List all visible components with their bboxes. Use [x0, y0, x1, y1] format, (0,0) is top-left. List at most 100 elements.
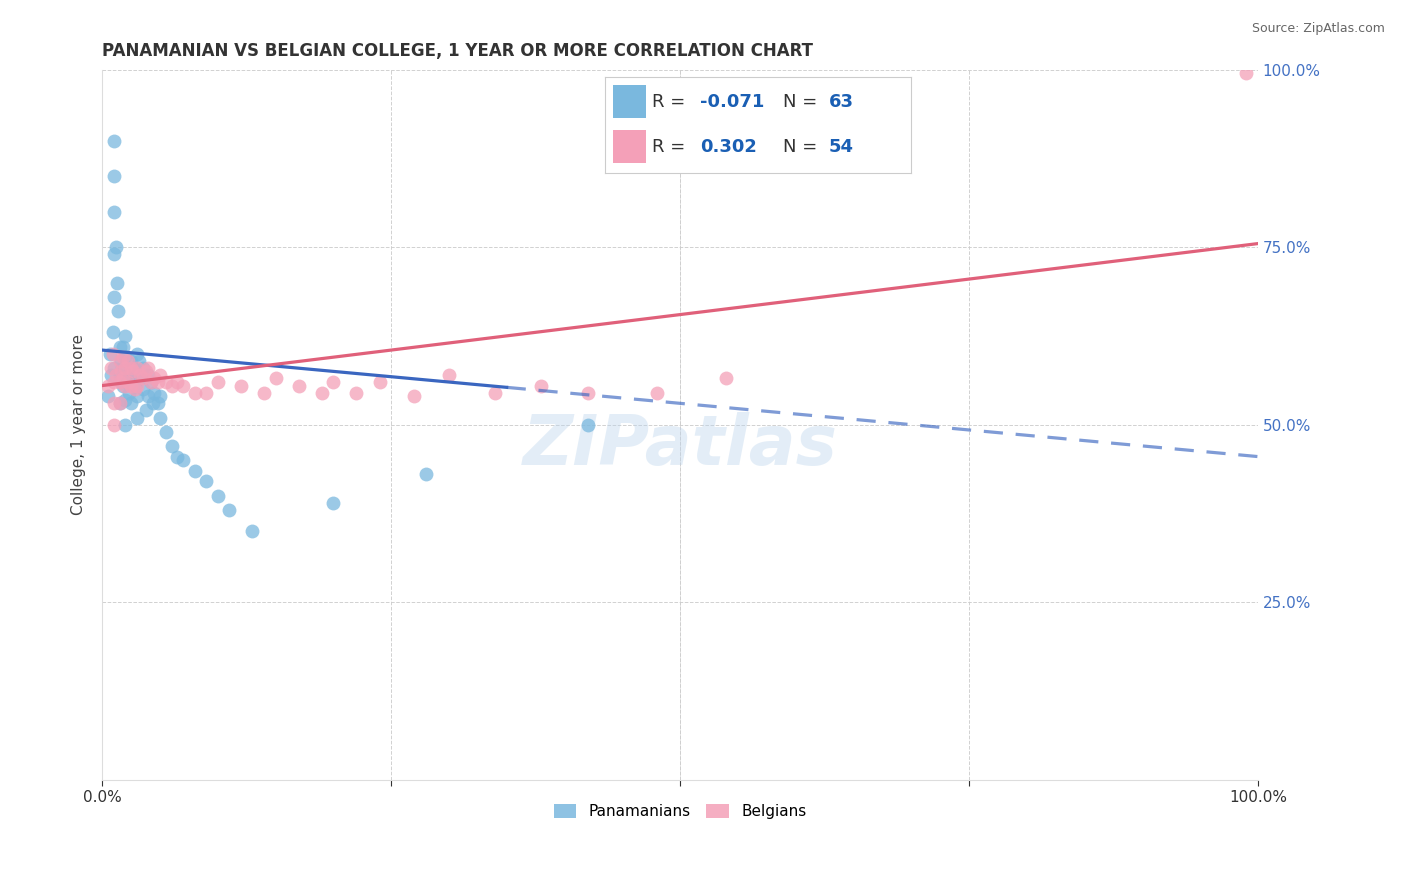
Legend: Panamanians, Belgians: Panamanians, Belgians: [547, 798, 813, 825]
Belgians: [322, 375, 344, 389]
Panamanians: [124, 378, 146, 392]
Panamanians: [149, 410, 172, 425]
Panamanians: [218, 503, 240, 517]
Panamanians: [131, 382, 153, 396]
Panamanians: [322, 496, 344, 510]
Panamanians: [160, 439, 183, 453]
Panamanians: [97, 389, 120, 403]
Belgians: [530, 378, 553, 392]
Belgians: [146, 375, 169, 389]
Panamanians: [107, 304, 129, 318]
Text: PANAMANIAN VS BELGIAN COLLEGE, 1 YEAR OR MORE CORRELATION CHART: PANAMANIAN VS BELGIAN COLLEGE, 1 YEAR OR…: [103, 42, 813, 60]
Belgians: [253, 385, 276, 400]
Panamanians: [415, 467, 437, 482]
Panamanians: [103, 290, 125, 304]
Belgians: [110, 364, 132, 378]
Belgians: [264, 371, 287, 385]
Belgians: [124, 382, 146, 396]
Belgians: [716, 371, 738, 385]
Panamanians: [117, 368, 139, 382]
Y-axis label: College, 1 year or more: College, 1 year or more: [72, 334, 86, 515]
Belgians: [125, 360, 148, 375]
Panamanians: [576, 417, 599, 432]
Panamanians: [111, 378, 134, 392]
Belgians: [1234, 66, 1257, 80]
Panamanians: [125, 389, 148, 403]
Panamanians: [131, 360, 153, 375]
Panamanians: [103, 169, 125, 183]
Belgians: [576, 385, 599, 400]
Belgians: [143, 371, 166, 385]
Belgians: [135, 364, 157, 378]
Panamanians: [125, 410, 148, 425]
Panamanians: [114, 329, 136, 343]
Belgians: [125, 378, 148, 392]
Panamanians: [110, 353, 132, 368]
Belgians: [103, 396, 125, 410]
Panamanians: [122, 360, 145, 375]
Panamanians: [172, 453, 194, 467]
Panamanians: [195, 475, 218, 489]
Panamanians: [138, 389, 160, 403]
Panamanians: [120, 396, 142, 410]
Panamanians: [146, 396, 169, 410]
Panamanians: [114, 350, 136, 364]
Belgians: [100, 360, 122, 375]
Belgians: [195, 385, 218, 400]
Panamanians: [120, 353, 142, 368]
Belgians: [131, 371, 153, 385]
Panamanians: [105, 240, 128, 254]
Panamanians: [139, 375, 162, 389]
Panamanians: [103, 204, 125, 219]
Belgians: [120, 378, 142, 392]
Belgians: [108, 396, 131, 410]
Belgians: [122, 364, 145, 378]
Panamanians: [103, 134, 125, 148]
Belgians: [120, 360, 142, 375]
Belgians: [117, 375, 139, 389]
Panamanians: [120, 375, 142, 389]
Panamanians: [128, 353, 150, 368]
Belgians: [287, 378, 309, 392]
Belgians: [484, 385, 506, 400]
Panamanians: [125, 364, 148, 378]
Panamanians: [108, 396, 131, 410]
Belgians: [111, 371, 134, 385]
Belgians: [160, 378, 183, 392]
Panamanians: [129, 371, 152, 385]
Panamanians: [125, 346, 148, 360]
Panamanians: [101, 326, 124, 340]
Belgians: [108, 375, 131, 389]
Belgians: [645, 385, 668, 400]
Panamanians: [142, 396, 165, 410]
Belgians: [346, 385, 368, 400]
Belgians: [114, 360, 136, 375]
Panamanians: [103, 360, 125, 375]
Belgians: [437, 368, 460, 382]
Panamanians: [111, 360, 134, 375]
Panamanians: [110, 375, 132, 389]
Belgians: [172, 378, 194, 392]
Panamanians: [114, 392, 136, 407]
Belgians: [129, 368, 152, 382]
Belgians: [138, 360, 160, 375]
Text: ZIPatlas: ZIPatlas: [523, 412, 838, 479]
Panamanians: [166, 450, 188, 464]
Belgians: [155, 375, 177, 389]
Panamanians: [125, 368, 148, 382]
Belgians: [183, 385, 205, 400]
Text: Source: ZipAtlas.com: Source: ZipAtlas.com: [1251, 22, 1385, 36]
Panamanians: [111, 339, 134, 353]
Belgians: [139, 375, 162, 389]
Belgians: [207, 375, 229, 389]
Belgians: [368, 375, 391, 389]
Belgians: [311, 385, 333, 400]
Panamanians: [114, 417, 136, 432]
Panamanians: [103, 247, 125, 261]
Panamanians: [207, 489, 229, 503]
Panamanians: [105, 276, 128, 290]
Belgians: [111, 350, 134, 364]
Belgians: [166, 375, 188, 389]
Panamanians: [242, 524, 264, 538]
Panamanians: [183, 464, 205, 478]
